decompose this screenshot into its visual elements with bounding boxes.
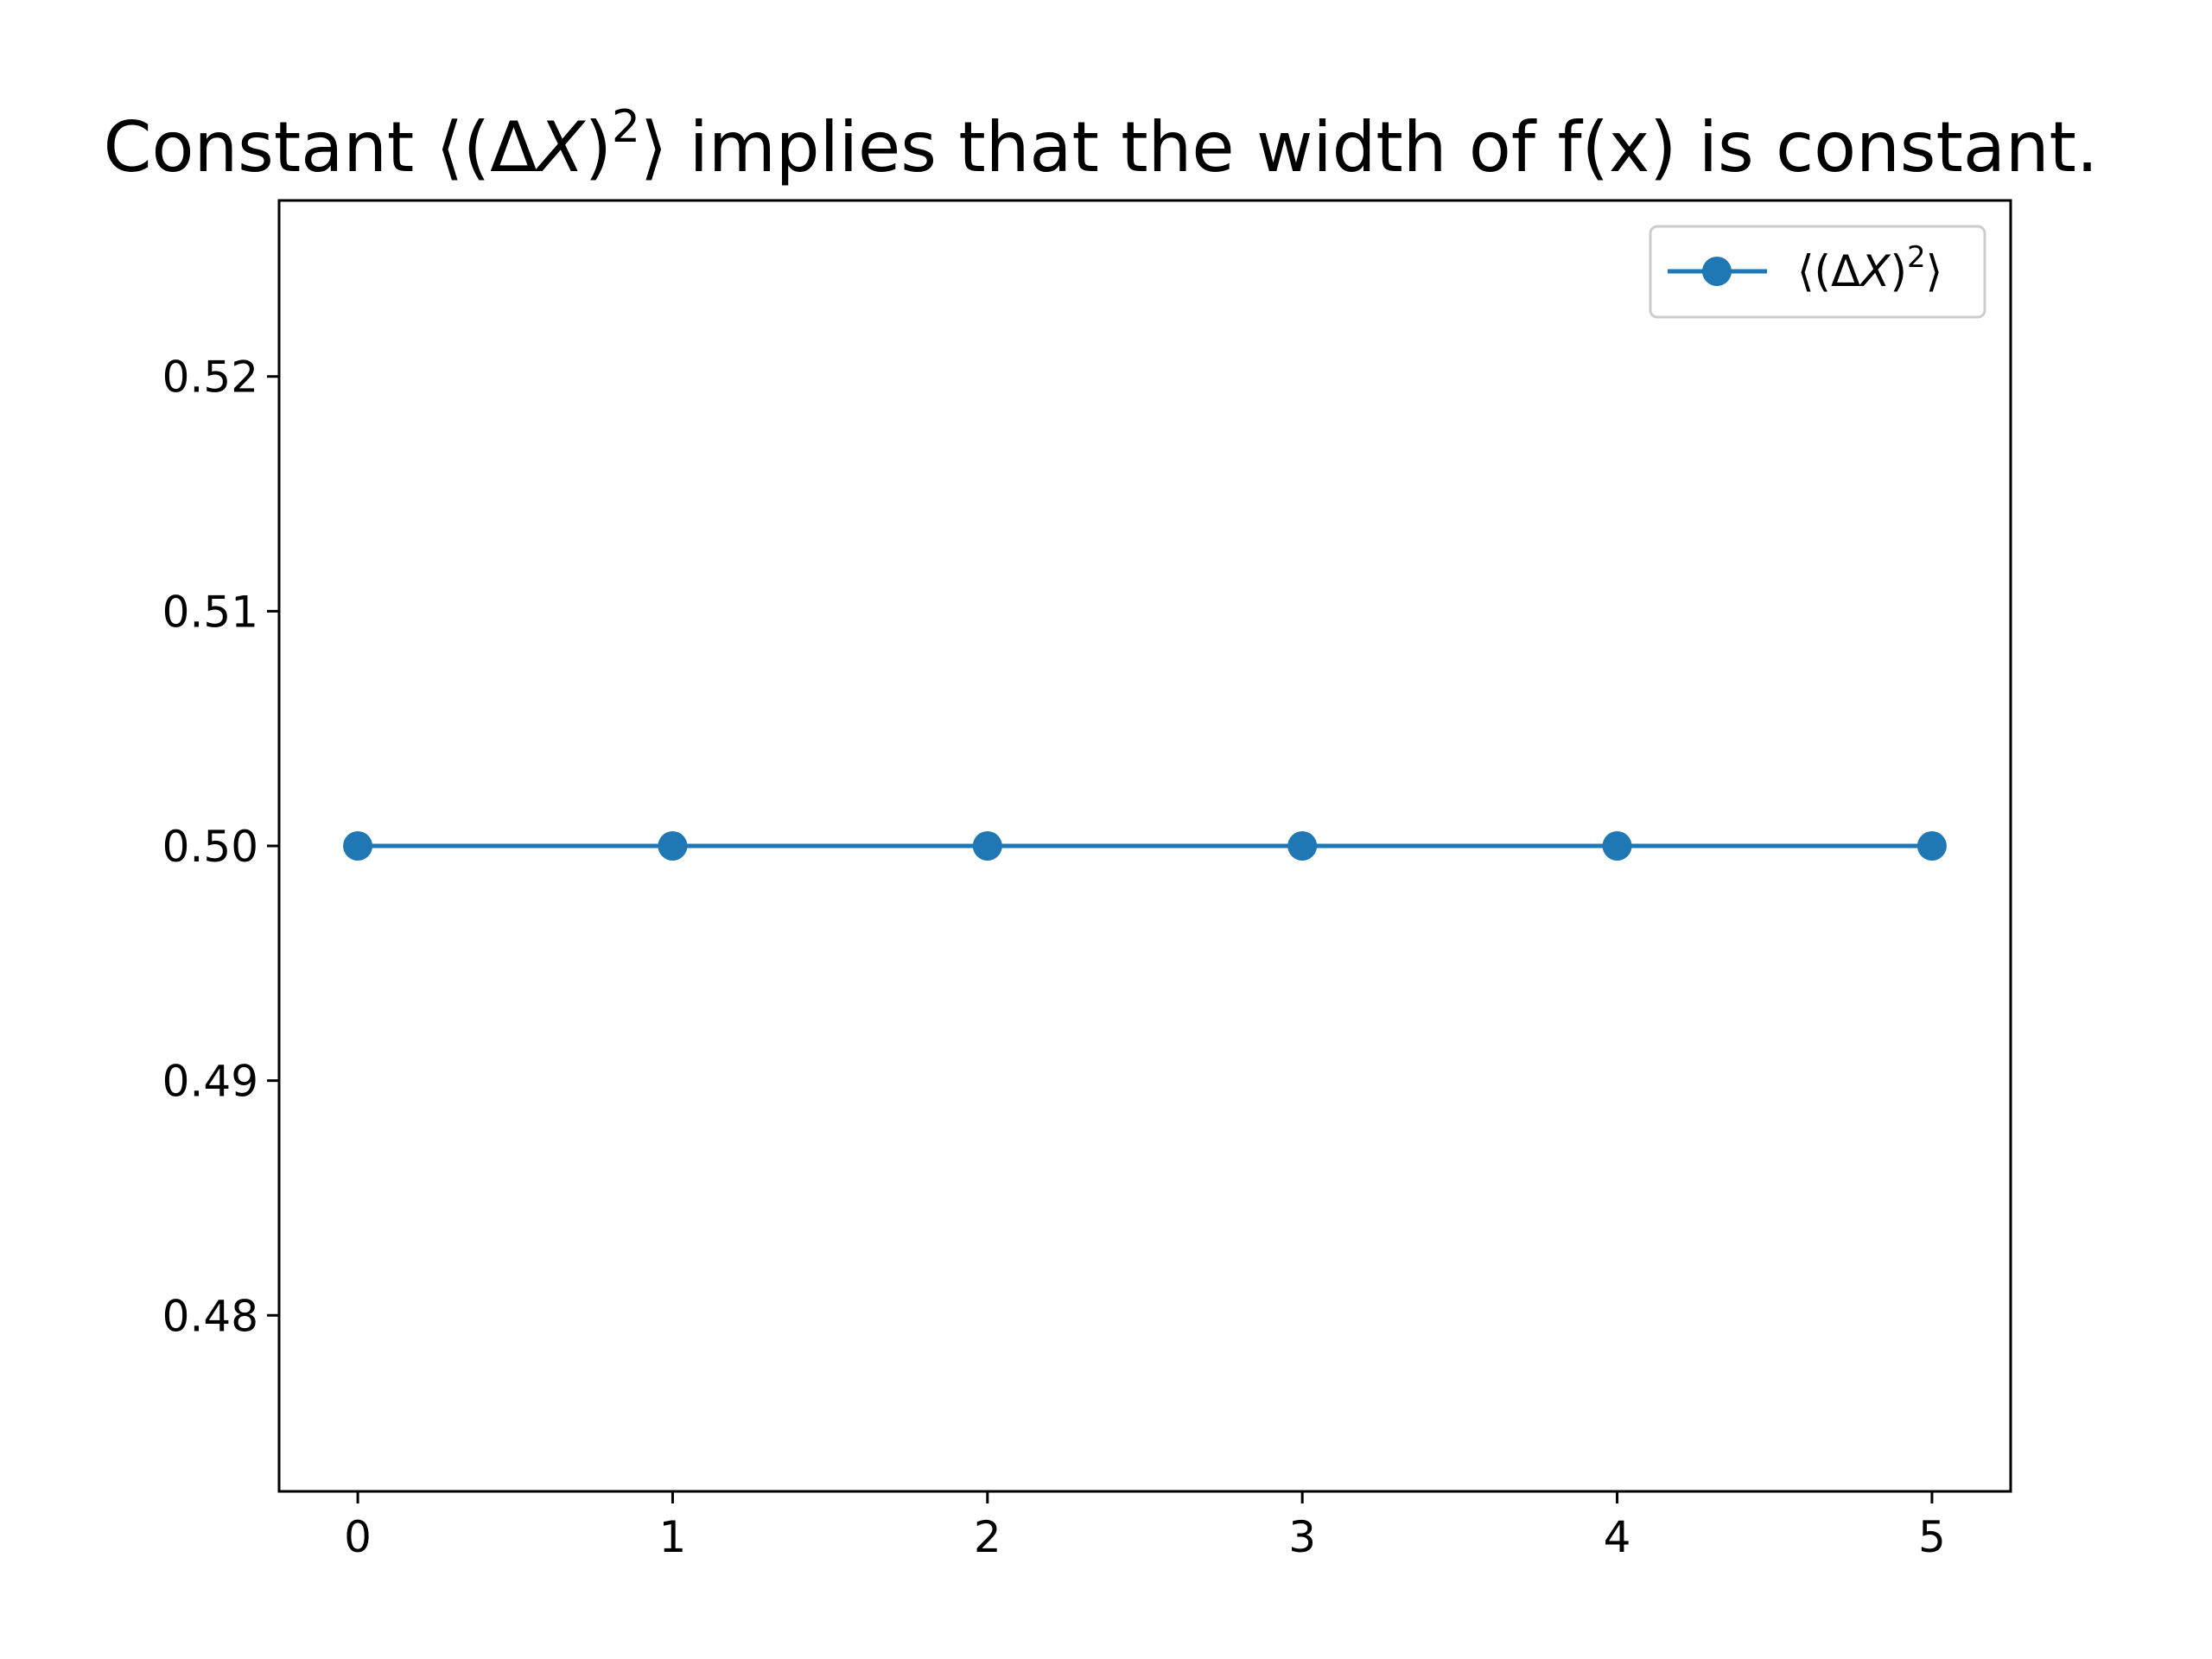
y-tick-label: 0.49	[162, 1057, 258, 1107]
series-layer	[343, 831, 1947, 861]
y-tick-label: 0.48	[162, 1291, 258, 1341]
data-point	[658, 831, 688, 861]
x-tick-label: 0	[344, 1512, 372, 1562]
y-tick-label: 0.52	[162, 353, 258, 403]
y-axis: 0.48 0.49 0.50 0.51 0.52	[162, 353, 279, 1341]
legend-label-close: )	[1890, 246, 1907, 296]
chart-title-suffix: ⟩ implies that the width of f(x) is cons…	[640, 107, 2098, 188]
chart-title-exponent: 2	[612, 101, 640, 153]
legend-label-suffix: ⟩	[1926, 246, 1943, 296]
data-point	[343, 831, 373, 861]
legend-series-marker	[1702, 257, 1732, 286]
legend-label-var: X	[1858, 246, 1891, 296]
x-tick-label: 2	[974, 1512, 1001, 1562]
chart-title-var: X	[534, 107, 587, 188]
y-tick-label: 0.51	[162, 587, 258, 637]
x-axis: 0 1 2 3 4 5	[344, 1491, 1946, 1562]
legend: ⟨(ΔX)2⟩	[1649, 225, 1986, 319]
data-point	[972, 831, 1002, 861]
y-tick-label: 0.50	[162, 822, 258, 872]
x-tick-label: 1	[659, 1512, 687, 1562]
chart-title-prefix: Constant ⟨(Δ	[104, 107, 538, 188]
x-tick-label: 4	[1604, 1512, 1631, 1562]
x-tick-label: 3	[1288, 1512, 1316, 1562]
x-tick-label: 5	[1918, 1512, 1946, 1562]
data-point	[1916, 831, 1947, 861]
legend-series-label: ⟨(ΔX)2⟩	[1797, 240, 1942, 296]
data-point	[1602, 831, 1632, 861]
chart-title-close: )	[585, 107, 612, 188]
chart-title: Constant ⟨(ΔX)2⟩ implies that the width …	[104, 101, 2099, 188]
legend-label-prefix: ⟨(Δ	[1797, 246, 1860, 296]
data-point	[1287, 831, 1318, 861]
legend-box	[1649, 225, 1986, 319]
legend-label-exponent: 2	[1907, 240, 1926, 275]
